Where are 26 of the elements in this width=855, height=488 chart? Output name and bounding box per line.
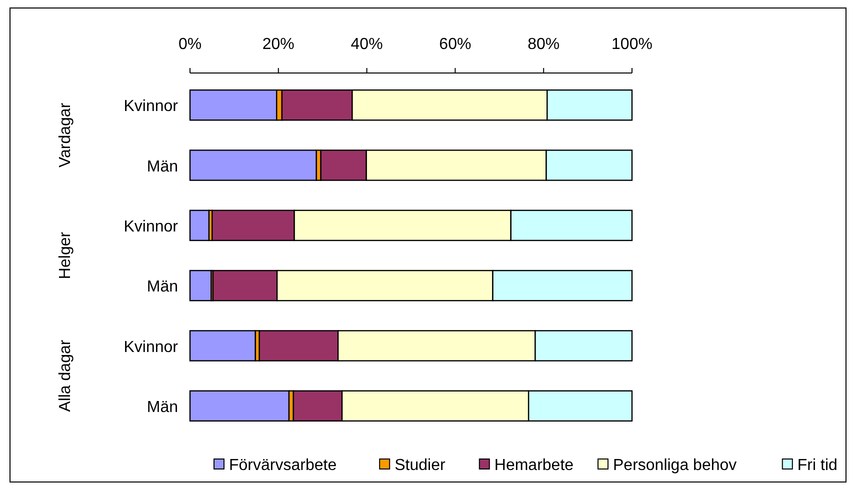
bar (189, 270, 212, 302)
bar (189, 390, 290, 422)
x-tick-label: 80% (528, 36, 560, 53)
text: Vardagar (57, 102, 74, 168)
bar (189, 150, 318, 181)
legend-label: Fri tid (797, 457, 838, 474)
legend-label: Studier (394, 457, 446, 474)
legend-label: Personliga behov (613, 457, 737, 474)
legend-label: Förvärvsarbete (229, 457, 337, 474)
y-tick-label: Kvinnor (124, 98, 179, 116)
y-tick-label: Kvinnor (124, 218, 179, 236)
x-tick-label: 40% (350, 36, 383, 53)
y-tick-label: Kvinnor (124, 338, 179, 356)
x-tick-label: 60% (439, 36, 472, 53)
y-tick-label: Män (146, 398, 178, 416)
bar (189, 210, 210, 242)
y-tick-label: Män (146, 158, 178, 176)
bar (189, 89, 278, 121)
bar (189, 330, 256, 362)
text: Alla dagar (57, 339, 74, 412)
x-tick-label: 0% (178, 36, 202, 53)
text: Helger (57, 231, 74, 280)
x-tick-label: 100% (612, 36, 652, 53)
legend-label: Hemarbete (494, 457, 574, 474)
x-tick-label: 20% (262, 36, 294, 53)
y-tick-label: Män (146, 278, 178, 296)
